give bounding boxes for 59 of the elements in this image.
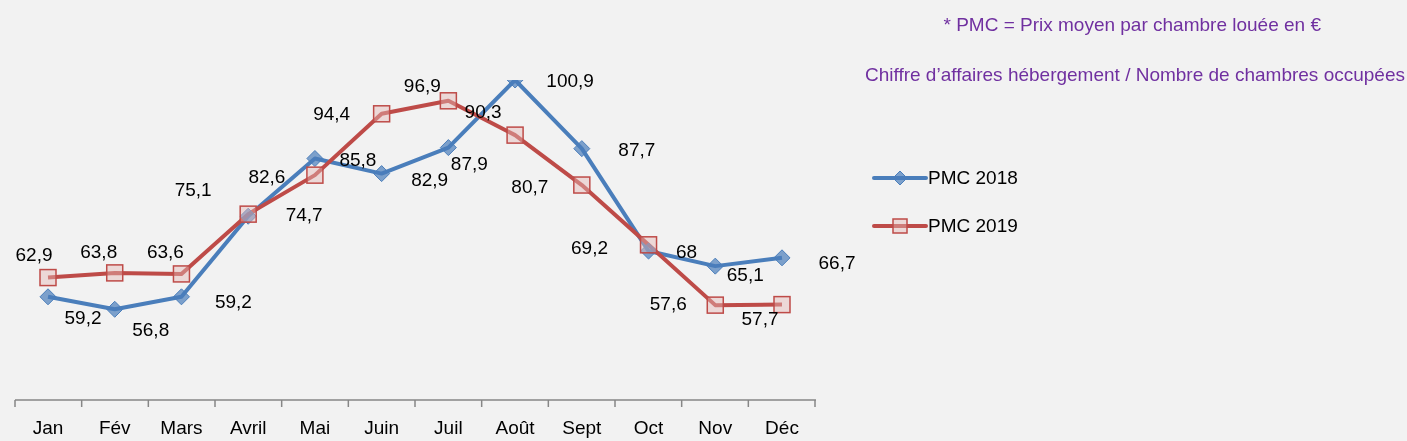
- point: [640, 242, 658, 260]
- data-label: 62,9: [15, 243, 53, 265]
- x-tick-label: Juin: [364, 417, 400, 439]
- data-label: 87,9: [450, 152, 488, 174]
- point: [306, 150, 324, 168]
- x-tick-label: Avril: [229, 417, 267, 439]
- data-label: 56,8: [132, 319, 170, 341]
- data-label: 69,2: [571, 236, 609, 258]
- point: [573, 140, 591, 158]
- x-tick-label: Sept: [562, 417, 603, 439]
- data-label: 87,7: [618, 138, 656, 160]
- point: [106, 300, 124, 318]
- data-label: 66,7: [818, 251, 856, 273]
- data-label: 59,2: [214, 290, 252, 312]
- data-label: 82,6: [248, 166, 286, 188]
- point: [439, 139, 457, 157]
- point: [506, 126, 524, 144]
- x-tick-label: Mai: [299, 417, 331, 439]
- point: [706, 296, 725, 314]
- x-tick-label: Juil: [434, 417, 463, 439]
- data-label: 57,7: [741, 307, 779, 329]
- data-label: 57,6: [649, 293, 687, 315]
- point: [172, 265, 191, 283]
- point: [573, 176, 591, 194]
- data-label: 75,1: [174, 179, 212, 201]
- point: [773, 249, 791, 267]
- x-tick-label: Jan: [32, 417, 64, 439]
- point: [372, 105, 391, 123]
- data-label: 63,8: [80, 240, 118, 262]
- point: [639, 236, 658, 254]
- x-tick-label: Déc: [765, 417, 799, 439]
- x-tick-label: Mars: [160, 417, 203, 439]
- point: [773, 295, 791, 314]
- data-label: 94,4: [313, 102, 351, 124]
- data-label: 80,7: [511, 176, 549, 198]
- data-label: 96,9: [403, 74, 441, 96]
- point: [39, 288, 57, 306]
- x-tick-label: Nov: [698, 417, 733, 439]
- data-label: 100,9: [546, 70, 594, 92]
- x-tick-label: Août: [495, 417, 536, 439]
- point: [439, 92, 458, 110]
- legend-label: PMC 2018: [928, 167, 1018, 189]
- data-label: 74,7: [285, 204, 323, 226]
- x-tick-label: Fév: [98, 417, 132, 439]
- text: * PMC = Prix moyen par chambre louée en €: [943, 14, 1321, 36]
- text: Chiffre d’affaires hébergement / Nombre de chambres occupées: [864, 64, 1405, 86]
- point: [706, 257, 724, 275]
- legend-label: PMC 2019: [928, 215, 1018, 237]
- point: [39, 268, 57, 287]
- data-label: 85,8: [339, 148, 377, 170]
- point: [105, 264, 124, 282]
- point: [172, 288, 190, 306]
- data-label: 68: [675, 241, 698, 263]
- data-label: 65,1: [726, 264, 764, 286]
- point: [306, 166, 324, 184]
- x-tick-label: Oct: [633, 417, 665, 439]
- data-label: 59,2: [64, 306, 102, 328]
- data-label: 63,6: [146, 240, 184, 262]
- data-label: 82,9: [411, 168, 449, 190]
